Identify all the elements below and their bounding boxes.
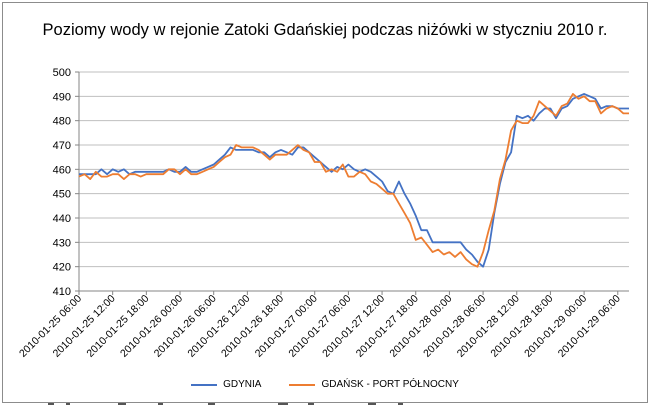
x-tick-label: 2010-01-26 06:00 [152,293,219,360]
series-line-gdansk [78,93,629,268]
x-tick-label: 2010-01-29 06:00 [556,293,623,360]
legend-label: GDYNIA [223,379,262,390]
x-tick-label: 2010-01-26 18:00 [219,293,286,360]
x-tick-label: 2010-01-27 00:00 [253,293,320,360]
y-tick-label: 500 [53,67,71,79]
legend-label: GDAŃSK - PORT PÓŁNOCNY [321,379,459,390]
x-tick-label: 2010-01-25 06:00 [17,293,84,360]
x-tick-label: 2010-01-28 00:00 [387,293,454,360]
legend-swatch [191,383,218,386]
legend-item: GDYNIA [191,379,261,390]
x-tick-label: 2010-01-25 18:00 [84,293,151,360]
x-tick-label: 2010-01-29 00:00 [522,293,589,360]
chart-frame: Poziomy wody w rejonie Zatoki Gdańskiej … [2,2,648,403]
chart-plot: 410 420 430 440 450 460 470 480 490 500 2010-01-25… [17,67,629,360]
x-tick-label: 2010-01-27 12:00 [320,293,387,360]
y-tick-label: 430 [53,237,71,249]
x-tick-label: 2010-01-28 12:00 [455,293,522,360]
y-tick-label: 410 [53,286,71,298]
x-tick-label: 2010-01-26 12:00 [185,293,252,360]
y-tick-label: 440 [53,213,71,225]
series-line-gdynia [79,93,629,268]
chart-legend: GDYNIA GDAŃSK - PORT PÓŁNOCNY [3,379,647,390]
x-tick-label: 2010-01-26 00:00 [118,293,185,360]
legend-item: GDAŃSK - PORT PÓŁNOCNY [289,379,459,390]
x-tick-label: 2010-01-27 18:00 [354,293,421,360]
x-tick-label: 2010-01-27 06:00 [286,293,353,360]
x-tick-label: 2010-01-28 18:00 [488,293,555,360]
x-tick-label: 2010-01-25 12:00 [51,293,118,360]
y-tick-label: 480 [53,116,71,128]
legend-swatch [289,383,316,386]
y-tick-label: 490 [53,91,71,103]
y-tick-label: 450 [53,189,71,201]
cropped-caption-fragment [48,403,403,405]
chart-title: Poziomy wody w rejonie Zatoki Gdańskiej … [42,21,608,39]
y-tick-label: 470 [53,140,71,152]
x-tick-label: 2010-01-28 06:00 [421,293,488,360]
y-tick-label: 460 [53,164,71,176]
y-tick-label: 420 [53,262,71,274]
